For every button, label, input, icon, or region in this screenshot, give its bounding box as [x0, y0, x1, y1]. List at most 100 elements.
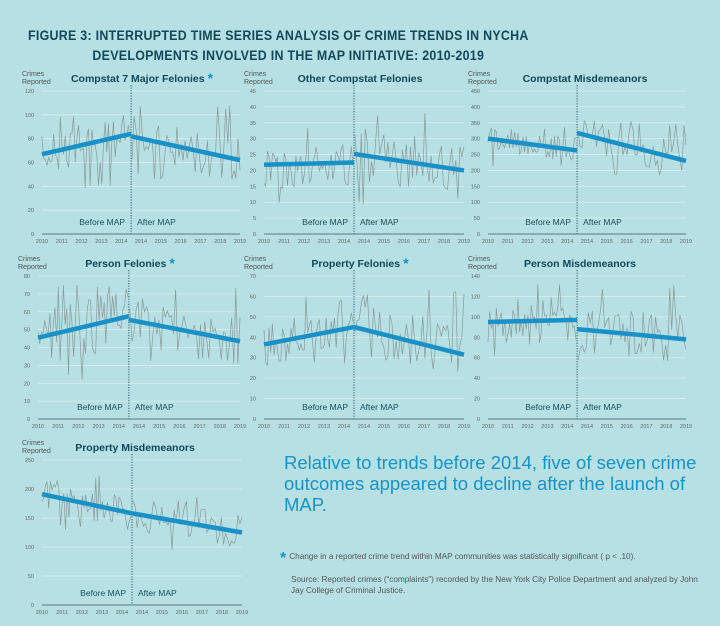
figure-title: FIGURE 3: INTERRUPTED TIME SERIES ANALYS… — [28, 26, 580, 66]
chart-title: Person Misdemeanors — [524, 258, 636, 270]
footnote: * Change in a reported crime trend within… — [280, 550, 636, 568]
x-tick-label: 2010 — [32, 424, 44, 430]
x-tick-label: 2015 — [601, 239, 613, 245]
x-tick-label: 2013 — [541, 239, 553, 245]
y-axis-label-line: Reported — [244, 264, 273, 271]
y-tick-label: 5 — [253, 216, 256, 222]
y-tick-label: 70 — [24, 292, 30, 298]
x-tick-label: 2018 — [660, 239, 672, 245]
x-tick-label: 2014 — [113, 424, 125, 430]
y-tick-label: 60 — [250, 294, 256, 300]
x-tick-label: 2014 — [581, 424, 593, 430]
y-tick-label: 60 — [474, 356, 480, 362]
y-tick-label: 120 — [471, 294, 480, 300]
y-axis-label: Crimes Reported — [244, 71, 273, 86]
x-tick-label: 2015 — [155, 239, 167, 245]
y-tick-label: 450 — [471, 89, 480, 95]
chart-svg: Crimes Reported Person Misdemeanors 0 20 40 60… — [468, 256, 692, 430]
y-tick-label: 70 — [250, 274, 256, 280]
x-tick-label: 2015 — [378, 239, 390, 245]
y-tick-label: 100 — [25, 545, 34, 551]
x-tick-label: 2012 — [298, 239, 310, 245]
footnote-text: Change in a reported crime trend within … — [289, 552, 636, 561]
x-tick-label: 2017 — [418, 424, 430, 430]
after-map-label: After MAP — [135, 402, 174, 412]
y-tick-label: 0 — [253, 232, 256, 238]
trend-line-before — [487, 317, 578, 325]
chart-svg: Crimes Reported Property Misdemeanors 0 50 10… — [22, 440, 248, 616]
x-tick-label: 2012 — [75, 239, 87, 245]
x-tick-label: 2011 — [502, 424, 514, 430]
x-tick-label: 2018 — [216, 610, 228, 616]
x-tick-label: 2012 — [521, 424, 533, 430]
y-tick-label: 30 — [250, 137, 256, 143]
y-tick-label: 20 — [250, 168, 256, 174]
x-tick-label: 2018 — [438, 239, 450, 245]
x-tick-label: 2013 — [541, 424, 553, 430]
chart-title: Compstat Misdemeanors — [523, 73, 648, 85]
y-axis-label-line: Crimes — [244, 256, 267, 263]
chart-title: Person Felonies * — [85, 255, 175, 271]
x-tick-label: 2017 — [640, 239, 652, 245]
y-axis-label-line: Reported — [468, 79, 497, 86]
after-map-label: After MAP — [583, 402, 622, 412]
x-tick-label: 2019 — [458, 239, 470, 245]
x-tick-label: 2019 — [680, 424, 692, 430]
y-tick-label: 60 — [24, 310, 30, 316]
trend-line-after — [353, 151, 465, 173]
raw-series-before — [41, 115, 131, 189]
x-tick-label: 2012 — [298, 424, 310, 430]
y-tick-label: 30 — [250, 356, 256, 362]
raw-series-before — [487, 127, 577, 167]
y-axis-label-line: Crimes — [244, 71, 267, 78]
y-axis-label: Crimes Reported — [22, 440, 51, 455]
trend-line-before — [37, 314, 130, 340]
y-tick-label: 400 — [471, 105, 480, 111]
before-map-label: Before MAP — [302, 217, 348, 227]
y-tick-label: 250 — [471, 153, 480, 159]
x-tick-label: 2014 — [338, 424, 350, 430]
x-tick-label: 2015 — [601, 424, 613, 430]
after-map-label: After MAP — [360, 217, 399, 227]
x-tick-label: 2010 — [36, 610, 48, 616]
y-axis-label-line: Reported — [22, 79, 51, 86]
y-tick-label: 0 — [253, 417, 256, 423]
after-map-label: After MAP — [583, 217, 622, 227]
figure-title-line-2: DEVELOPMENTS INVOLVED IN THE MAP INITIAT… — [92, 48, 485, 63]
y-tick-label: 40 — [24, 346, 30, 352]
chart-title: Property Felonies * — [311, 255, 409, 271]
x-tick-label: 2012 — [76, 610, 88, 616]
y-tick-label: 250 — [25, 458, 34, 464]
after-map-label: After MAP — [360, 402, 399, 412]
significance-star-icon: * — [169, 255, 175, 271]
x-tick-label: 2019 — [234, 239, 246, 245]
y-tick-label: 300 — [471, 137, 480, 143]
y-tick-label: 150 — [471, 184, 480, 190]
raw-series-after — [577, 119, 687, 176]
trend-line-after — [353, 324, 465, 357]
y-axis-label-line: Reported — [22, 448, 51, 455]
chart-person-misdemeanors: Crimes Reported Person Misdemeanors 0 20 40 60… — [468, 250, 720, 430]
significance-star-icon: * — [208, 70, 214, 86]
x-tick-label: 2012 — [521, 239, 533, 245]
x-tick-label: 2018 — [214, 424, 226, 430]
x-tick-label: 2015 — [156, 610, 168, 616]
chart-property-misdemeanors: Crimes Reported Property Misdemeanors 0 50 10… — [20, 430, 270, 626]
y-tick-label: 25 — [250, 153, 256, 159]
y-tick-label: 80 — [24, 274, 30, 280]
y-axis-label-line: Crimes — [22, 71, 45, 78]
y-tick-label: 10 — [250, 397, 256, 403]
y-axis-label: Crimes Reported — [468, 256, 497, 271]
raw-series-after — [132, 497, 243, 550]
chart-title: Other Compstat Felonies — [298, 73, 423, 85]
chart-other-compstat-felonies: Crimes Reported Other Compstat Felonies 0 5 1… — [244, 68, 475, 248]
chart-title: Compstat 7 Major Felonies * — [71, 70, 214, 86]
x-tick-label: 2012 — [72, 424, 84, 430]
trend-line-after — [131, 511, 243, 535]
x-tick-label: 2018 — [660, 424, 672, 430]
x-tick-label: 2014 — [115, 239, 127, 245]
trend-line-after — [130, 134, 241, 163]
before-map-label: Before MAP — [77, 402, 123, 412]
x-tick-label: 2014 — [561, 424, 573, 430]
x-tick-label: 2014 — [133, 424, 145, 430]
